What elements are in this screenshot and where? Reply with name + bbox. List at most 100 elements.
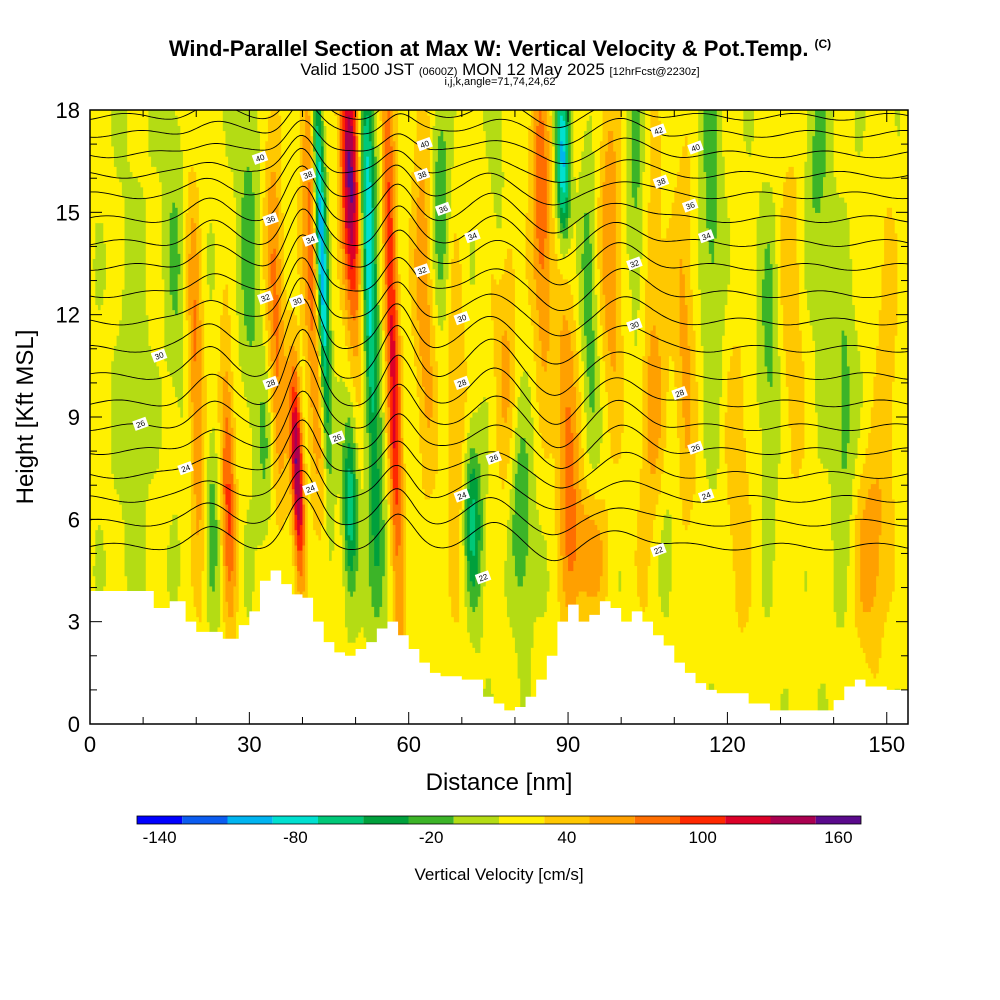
velocity-cell — [382, 110, 386, 244]
velocity-cell — [259, 463, 264, 546]
velocity-cell — [878, 110, 883, 311]
velocity-cell — [387, 457, 391, 505]
velocity-cell — [520, 437, 524, 587]
velocity-cell — [111, 473, 115, 700]
velocity-cell — [491, 110, 495, 193]
velocity-cell — [520, 110, 524, 377]
velocity-cell — [355, 401, 359, 444]
velocity-cell — [344, 253, 349, 280]
velocity-cell — [435, 304, 439, 362]
velocity-cell — [387, 110, 391, 183]
velocity-cell — [358, 468, 362, 633]
velocity-cell — [443, 319, 447, 724]
velocity-cell — [188, 314, 192, 418]
contour-label-text: 26 — [135, 418, 147, 430]
velocity-cell — [674, 386, 678, 710]
velocity-cell — [828, 110, 832, 485]
velocity-cell — [244, 171, 248, 326]
velocity-cell — [719, 110, 723, 398]
velocity-cell — [132, 110, 136, 178]
colorbar-swatch — [770, 816, 816, 824]
velocity-cell — [196, 253, 200, 536]
contour-label-text: 26 — [488, 452, 500, 464]
velocity-cell — [172, 202, 176, 311]
velocity-cell — [344, 422, 349, 459]
velocity-cell — [722, 110, 726, 157]
velocity-cell — [613, 463, 617, 724]
velocity-cell — [464, 401, 468, 454]
velocity-cell — [881, 637, 885, 724]
contour-label: 24 — [697, 488, 715, 503]
theta-contour-line — [90, 496, 908, 562]
velocity-cell — [642, 355, 646, 613]
velocity-cell — [884, 110, 888, 219]
velocity-cell — [339, 376, 343, 536]
velocity-cell — [711, 263, 715, 490]
velocity-cell — [153, 110, 157, 167]
velocity-cell — [796, 263, 800, 479]
velocity-cell — [387, 406, 391, 459]
theta-contour-line — [90, 165, 908, 234]
velocity-cell — [578, 590, 582, 643]
theta-contour-line — [90, 234, 908, 312]
velocity-cell — [347, 227, 351, 254]
velocity-cell — [384, 360, 389, 433]
velocity-cell — [358, 283, 362, 408]
valid-utc: (0600Z) — [418, 66, 458, 78]
contour-label: 32 — [413, 263, 431, 278]
contour-label: 24 — [302, 481, 319, 496]
velocity-cell — [294, 406, 298, 423]
velocity-cell — [315, 237, 320, 265]
velocity-cell — [599, 575, 604, 623]
velocity-cell — [645, 278, 649, 607]
velocity-cell — [554, 217, 559, 254]
velocity-cell — [206, 232, 211, 285]
velocity-cell — [591, 150, 596, 331]
velocity-cell — [132, 176, 136, 643]
velocity-cell — [530, 110, 535, 326]
velocity-cell — [504, 330, 508, 423]
velocity-cell — [560, 222, 564, 234]
velocity-cell — [151, 110, 155, 167]
velocity-cell — [323, 166, 327, 198]
velocity-cell — [289, 493, 293, 536]
velocity-cell — [857, 156, 861, 352]
velocity-cell — [347, 110, 351, 116]
velocity-cell — [613, 370, 617, 464]
velocity-cell — [103, 289, 107, 551]
velocity-cell — [804, 289, 808, 572]
velocity-cell — [878, 309, 883, 490]
velocity-cell — [602, 360, 606, 500]
velocity-cell — [634, 110, 638, 208]
velocity-cell — [838, 626, 843, 724]
velocity-cell — [724, 463, 729, 724]
velocity-cell — [586, 376, 590, 454]
velocity-cell — [570, 432, 574, 572]
velocity-cell — [352, 258, 357, 290]
velocity-cell — [233, 110, 237, 198]
velocity-cell — [440, 110, 444, 132]
velocity-cell — [491, 319, 495, 694]
contour-label-text: 40 — [254, 152, 266, 164]
velocity-cell — [390, 145, 394, 219]
velocity-cell — [267, 186, 272, 321]
velocity-cell — [668, 514, 673, 592]
velocity-cell — [599, 406, 604, 444]
velocity-cell — [589, 243, 593, 408]
velocity-cell — [687, 110, 691, 157]
velocity-cell — [382, 330, 386, 413]
velocity-cell — [873, 376, 877, 485]
velocity-cell — [451, 258, 455, 618]
velocity-cell — [113, 488, 118, 679]
velocity-cell — [557, 110, 561, 183]
theta-contour-line — [90, 445, 908, 510]
velocity-cell — [501, 186, 505, 275]
velocity-cell — [363, 350, 367, 638]
velocity-cell — [302, 417, 306, 464]
velocity-cell — [668, 217, 673, 357]
velocity-cell — [344, 278, 349, 311]
velocity-cell — [382, 411, 386, 520]
velocity-cell — [289, 345, 293, 382]
